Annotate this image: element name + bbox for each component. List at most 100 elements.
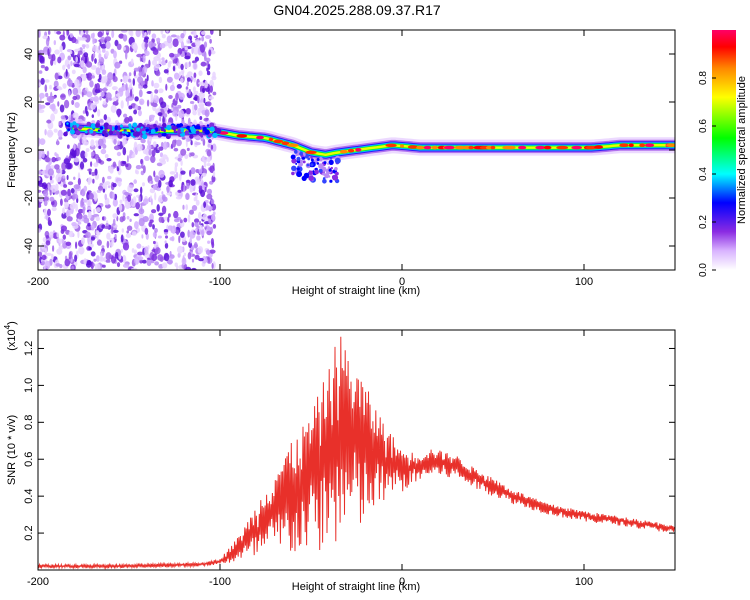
noise-speck — [71, 149, 77, 158]
noise-speck — [191, 46, 194, 55]
noise-speck — [60, 225, 67, 232]
noise-speck — [51, 53, 56, 62]
noise-speck — [94, 88, 101, 94]
noise-speck — [138, 89, 143, 98]
ridge-speck — [161, 133, 165, 137]
noise-speck — [47, 183, 50, 190]
noise-speck — [206, 205, 213, 211]
noise-speck — [135, 30, 141, 38]
ridge-speck — [324, 173, 330, 179]
noise-speck — [83, 258, 87, 265]
snr-multiplier: (x104) — [3, 321, 18, 351]
noise-speck — [187, 252, 192, 260]
noise-speck — [71, 265, 75, 270]
noise-speck — [111, 226, 114, 235]
noise-speck — [131, 198, 134, 206]
noise-speck — [156, 204, 160, 212]
snr-xtick-label: 0 — [399, 576, 405, 588]
noise-speck — [198, 70, 203, 76]
ridge-speck — [296, 167, 300, 171]
noise-speck — [154, 228, 158, 233]
noise-speck — [161, 191, 164, 195]
noise-speck — [194, 56, 199, 62]
noise-speck — [106, 81, 109, 87]
noise-speck — [204, 186, 207, 193]
noise-speck — [81, 237, 85, 245]
ridge-speck — [291, 165, 297, 171]
noise-speck — [194, 254, 200, 260]
noise-speck — [144, 42, 149, 49]
noise-speck — [78, 208, 84, 214]
noise-speck — [198, 168, 203, 175]
noise-speck — [49, 179, 55, 184]
noise-speck — [194, 176, 200, 185]
noise-speck — [206, 150, 212, 157]
noise-speck — [207, 143, 211, 148]
noise-speck — [155, 247, 161, 255]
noise-speck — [161, 194, 166, 201]
noise-speck — [133, 249, 138, 255]
noise-speck — [60, 115, 66, 120]
noise-speck — [163, 69, 169, 74]
noise-speck — [211, 214, 215, 221]
noise-speck — [63, 184, 68, 188]
noise-speck — [200, 189, 206, 198]
noise-speck — [98, 73, 102, 81]
snr-frame — [37, 329, 676, 571]
noise-speck — [130, 58, 134, 65]
noise-speck — [86, 72, 93, 81]
noise-speck — [101, 245, 105, 249]
ridge-speck — [198, 132, 203, 137]
noise-speck — [179, 219, 183, 224]
noise-speck — [178, 235, 181, 244]
ridge-speck — [316, 158, 320, 161]
snr-ytick-label: 0.6 — [23, 452, 35, 467]
ridge-peak — [543, 145, 552, 150]
noise-speck — [144, 155, 150, 161]
ridge-speck — [142, 133, 148, 140]
noise-speck — [136, 143, 143, 152]
spectrogram-xlabel: Height of straight line (km) — [292, 285, 420, 297]
noise-speck — [38, 30, 41, 38]
noise-speck — [100, 43, 107, 49]
noise-speck — [209, 38, 212, 44]
noise-speck — [207, 240, 211, 244]
noise-speck — [199, 44, 206, 53]
noise-speck — [142, 216, 149, 223]
noise-speck — [42, 237, 47, 243]
noise-speck — [66, 216, 73, 222]
ridge-speck — [114, 126, 118, 131]
noise-speck — [50, 165, 55, 170]
ridge-speck — [306, 163, 310, 167]
spectrogram-ylabel: Frequency (Hz) — [6, 112, 18, 188]
ridge-speck — [212, 132, 218, 138]
noise-speck — [73, 143, 76, 151]
noise-speck — [156, 182, 159, 187]
noise-speck — [74, 102, 80, 108]
noise-speck — [53, 128, 58, 133]
ridge-speck — [335, 171, 339, 176]
ridge-speck — [146, 124, 150, 128]
ridge-speck — [86, 121, 92, 127]
noise-speck — [184, 154, 189, 160]
noise-speck — [118, 160, 121, 169]
noise-speck — [125, 89, 130, 98]
ridge-speck — [291, 171, 295, 176]
noise-speck — [77, 221, 82, 225]
noise-speck — [72, 95, 78, 101]
noise-speck — [128, 115, 133, 122]
noise-speck — [123, 113, 128, 118]
noise-speck — [88, 192, 94, 200]
noise-speck — [178, 92, 185, 100]
noise-speck — [102, 48, 106, 53]
ridge-speck — [151, 125, 154, 128]
noise-speck — [152, 48, 159, 55]
noise-speck — [51, 200, 55, 206]
noise-speck — [65, 241, 72, 246]
noise-speck — [102, 100, 107, 106]
noise-speck — [38, 251, 43, 257]
ridge-peak — [305, 150, 317, 155]
noise-speck — [67, 181, 74, 186]
noise-speck — [110, 255, 117, 264]
noise-speck — [122, 255, 127, 263]
